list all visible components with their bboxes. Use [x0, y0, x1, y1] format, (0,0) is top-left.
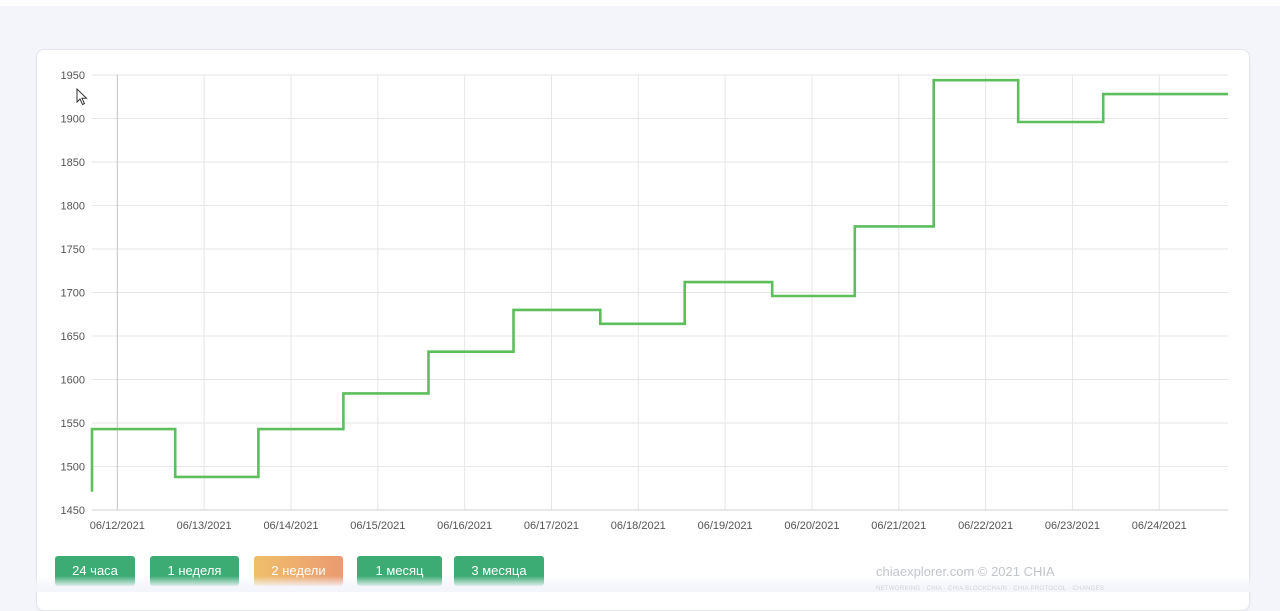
price-step-chart: 1950 1900 1850 1800 1750 1700 1650 1600 1550 1500… [61, 70, 1228, 532]
footer-copyright: chiaexplorer.com © 2021 CHIA [876, 564, 1055, 579]
range-button-24h[interactable]: 24 часа [55, 556, 135, 586]
y-tick-label: 1800 [61, 201, 85, 213]
x-tick-label: 06/20/2021 [784, 520, 839, 532]
chart-card: 1950 1900 1850 1800 1750 1700 1650 1600 1550 1500… [36, 49, 1250, 611]
y-tick-label: 1700 [61, 288, 85, 300]
y-tick-label: 1650 [61, 331, 85, 343]
x-tick-label: 06/17/2021 [524, 520, 579, 532]
series-line [90, 78, 1228, 492]
y-tick-label: 1450 [61, 505, 85, 517]
x-tick-label: 06/21/2021 [871, 520, 926, 532]
x-tick-label: 06/15/2021 [350, 520, 405, 532]
mouse-cursor-icon [76, 88, 88, 106]
range-button-1w[interactable]: 1 неделя [150, 556, 239, 586]
y-tick-label: 1950 [61, 70, 85, 82]
range-button-3m[interactable]: 3 месяца [454, 556, 544, 586]
y-tick-label: 1600 [61, 375, 85, 387]
y-tick-label: 1900 [61, 114, 85, 126]
range-button-2w[interactable]: 2 недели [254, 556, 343, 586]
footer-links[interactable]: NETWORKING · CHIA · CHIA BLOCKCHAIN · CH… [876, 586, 1105, 592]
x-tick-label: 06/12/2021 [90, 520, 145, 532]
x-tick-label: 06/24/2021 [1132, 520, 1187, 532]
y-tick-label: 1750 [61, 244, 85, 256]
y-tick-label: 1550 [61, 418, 85, 430]
x-tick-label: 06/14/2021 [263, 520, 318, 532]
x-tick-label: 06/23/2021 [1045, 520, 1100, 532]
range-button-1m[interactable]: 1 месяц [357, 556, 442, 586]
x-tick-label: 06/22/2021 [958, 520, 1013, 532]
y-tick-label: 1500 [61, 462, 85, 474]
top-strip [0, 0, 1280, 6]
x-tick-label: 06/18/2021 [611, 520, 666, 532]
x-tick-label: 06/16/2021 [437, 520, 492, 532]
x-tick-label: 06/13/2021 [177, 520, 232, 532]
y-tick-label: 1850 [61, 157, 85, 169]
x-tick-label: 06/19/2021 [698, 520, 753, 532]
